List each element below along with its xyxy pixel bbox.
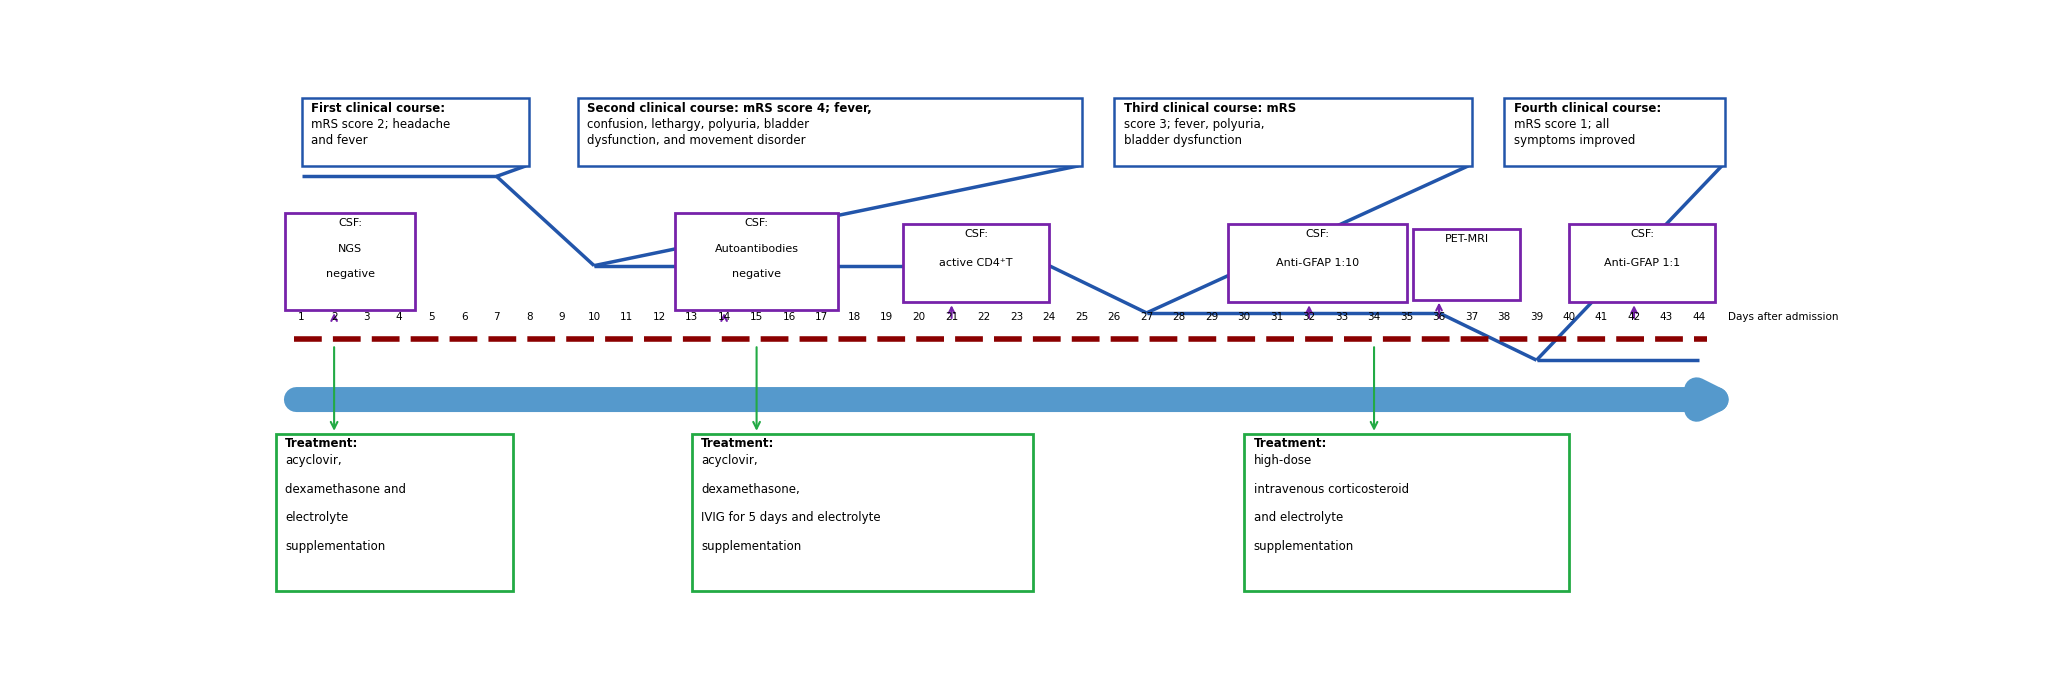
- Text: 41: 41: [1595, 312, 1608, 322]
- Text: dexamethasone and: dexamethasone and: [286, 483, 407, 496]
- Text: intravenous corticosteroid: intravenous corticosteroid: [1254, 483, 1408, 496]
- FancyBboxPatch shape: [1244, 434, 1569, 591]
- Text: 23: 23: [1009, 312, 1024, 322]
- Text: 16: 16: [783, 312, 796, 322]
- Text: 29: 29: [1205, 312, 1219, 322]
- FancyBboxPatch shape: [691, 434, 1032, 591]
- Text: CSF:: CSF:: [339, 218, 362, 228]
- Text: 34: 34: [1367, 312, 1382, 322]
- FancyBboxPatch shape: [1569, 224, 1715, 302]
- Text: score 3; fever, polyuria,: score 3; fever, polyuria,: [1125, 117, 1264, 130]
- Text: 11: 11: [621, 312, 633, 322]
- Text: 25: 25: [1075, 312, 1088, 322]
- Text: 20: 20: [913, 312, 925, 322]
- Text: 31: 31: [1271, 312, 1283, 322]
- Text: 1: 1: [298, 312, 304, 322]
- Text: supplementation: supplementation: [1254, 540, 1353, 553]
- Text: 27: 27: [1139, 312, 1153, 322]
- Text: Days after admission: Days after admission: [1727, 312, 1838, 322]
- Text: 8: 8: [526, 312, 533, 322]
- Text: electrolyte: electrolyte: [286, 512, 347, 524]
- FancyBboxPatch shape: [286, 213, 415, 310]
- Text: dysfunction, and movement disorder: dysfunction, and movement disorder: [588, 134, 806, 147]
- Text: 3: 3: [364, 312, 370, 322]
- Text: Anti-GFAP 1:1: Anti-GFAP 1:1: [1604, 258, 1680, 268]
- Text: acyclovir,: acyclovir,: [701, 454, 759, 466]
- Text: Third clinical course: mRS: Third clinical course: mRS: [1125, 102, 1295, 115]
- Text: symptoms improved: symptoms improved: [1513, 134, 1635, 147]
- Text: 33: 33: [1334, 312, 1349, 322]
- Text: supplementation: supplementation: [286, 540, 384, 553]
- FancyBboxPatch shape: [1227, 224, 1406, 302]
- Text: Fourth clinical course:: Fourth clinical course:: [1513, 102, 1661, 115]
- Text: 30: 30: [1238, 312, 1250, 322]
- Text: 24: 24: [1042, 312, 1055, 322]
- Text: 19: 19: [880, 312, 892, 322]
- Text: 40: 40: [1563, 312, 1575, 322]
- Text: dexamethasone,: dexamethasone,: [701, 483, 800, 496]
- Text: 6: 6: [461, 312, 467, 322]
- Text: 21: 21: [946, 312, 958, 322]
- Text: CSF:: CSF:: [964, 229, 989, 239]
- Text: 36: 36: [1433, 312, 1445, 322]
- Text: Anti-GFAP 1:10: Anti-GFAP 1:10: [1275, 258, 1359, 268]
- Text: 17: 17: [814, 312, 829, 322]
- FancyBboxPatch shape: [674, 213, 839, 310]
- Text: 37: 37: [1466, 312, 1478, 322]
- Text: 39: 39: [1530, 312, 1544, 322]
- Text: PET-MRI: PET-MRI: [1445, 234, 1489, 244]
- Text: First clinical course:: First clinical course:: [310, 102, 446, 115]
- Text: 2: 2: [331, 312, 337, 322]
- Text: 28: 28: [1172, 312, 1186, 322]
- FancyBboxPatch shape: [302, 98, 528, 166]
- Text: negative: negative: [325, 269, 374, 280]
- Text: 15: 15: [750, 312, 763, 322]
- FancyBboxPatch shape: [276, 434, 512, 591]
- Text: 35: 35: [1400, 312, 1412, 322]
- Text: Treatment:: Treatment:: [701, 437, 775, 450]
- Text: mRS score 1; all: mRS score 1; all: [1513, 117, 1610, 130]
- FancyBboxPatch shape: [1114, 98, 1472, 166]
- Text: 4: 4: [397, 312, 403, 322]
- Text: 13: 13: [685, 312, 699, 322]
- Text: and electrolyte: and electrolyte: [1254, 512, 1343, 524]
- Text: 9: 9: [559, 312, 565, 322]
- Text: CSF:: CSF:: [1306, 229, 1328, 239]
- Text: 32: 32: [1301, 312, 1316, 322]
- Text: 18: 18: [847, 312, 861, 322]
- FancyBboxPatch shape: [903, 224, 1049, 302]
- Text: bladder dysfunction: bladder dysfunction: [1125, 134, 1242, 147]
- Text: 26: 26: [1108, 312, 1121, 322]
- Text: Treatment:: Treatment:: [286, 437, 358, 450]
- Text: acyclovir,: acyclovir,: [286, 454, 341, 466]
- Text: 43: 43: [1659, 312, 1674, 322]
- Text: 42: 42: [1628, 312, 1641, 322]
- Text: Treatment:: Treatment:: [1254, 437, 1326, 450]
- FancyBboxPatch shape: [1505, 98, 1725, 166]
- Text: negative: negative: [732, 269, 781, 280]
- Text: active CD4⁺T: active CD4⁺T: [940, 258, 1014, 268]
- Text: IVIG for 5 days and electrolyte: IVIG for 5 days and electrolyte: [701, 512, 880, 524]
- FancyBboxPatch shape: [1412, 229, 1519, 300]
- Text: 12: 12: [652, 312, 666, 322]
- Text: high-dose: high-dose: [1254, 454, 1312, 466]
- FancyBboxPatch shape: [578, 98, 1081, 166]
- Text: CSF:: CSF:: [744, 218, 769, 228]
- Text: CSF:: CSF:: [1630, 229, 1655, 239]
- Text: 7: 7: [493, 312, 500, 322]
- Text: mRS score 2; headache: mRS score 2; headache: [310, 117, 450, 130]
- Text: supplementation: supplementation: [701, 540, 802, 553]
- Text: 22: 22: [977, 312, 991, 322]
- Text: 38: 38: [1497, 312, 1511, 322]
- Text: Autoantibodies: Autoantibodies: [715, 244, 798, 254]
- Text: confusion, lethargy, polyuria, bladder: confusion, lethargy, polyuria, bladder: [588, 117, 810, 130]
- Text: 5: 5: [428, 312, 436, 322]
- Text: Second clinical course: mRS score 4; fever,: Second clinical course: mRS score 4; fev…: [588, 102, 872, 115]
- Text: 14: 14: [718, 312, 730, 322]
- Text: 44: 44: [1692, 312, 1706, 322]
- Text: 10: 10: [588, 312, 600, 322]
- Text: NGS: NGS: [339, 244, 362, 254]
- Text: and fever: and fever: [310, 134, 368, 147]
